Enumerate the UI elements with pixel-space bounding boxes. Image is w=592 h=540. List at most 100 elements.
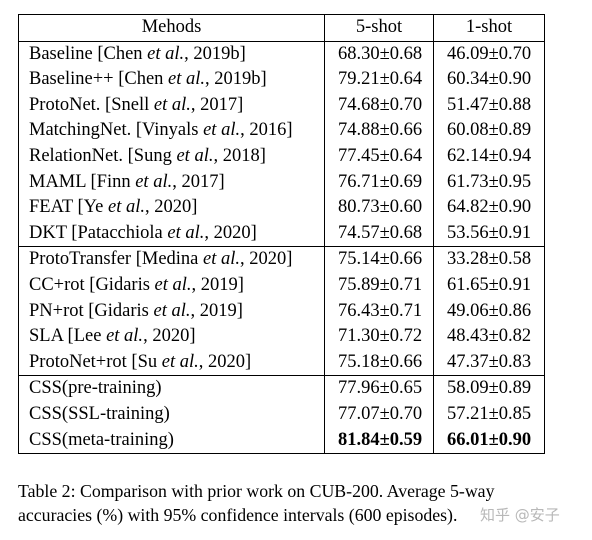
one-shot-cell: 64.82±0.90 xyxy=(433,195,545,221)
table-row: CSS(pre-training) 77.96±0.65 58.09±0.89 xyxy=(18,375,545,402)
table-row: Baseline++ [Chen et al., 2019b] 79.21±0.6… xyxy=(18,67,545,93)
method-em: et al. xyxy=(154,274,192,295)
table-row: ProtoNet. [Snell et al., 2017] 74.68±0.70… xyxy=(18,92,545,119)
method-cell: PN+rot [Gidaris et al., 2019] xyxy=(18,298,325,325)
table-row: DKT [Patacchiola et al., 2020] 74.57±0.68… xyxy=(18,220,545,247)
five-shot-cell: 80.73±0.60 xyxy=(324,195,434,221)
method-em: et al. xyxy=(106,326,144,347)
method-post: , 2019b] xyxy=(205,69,267,90)
five-shot-cell: 79.21±0.64 xyxy=(324,67,434,93)
method-cell: MatchingNet. [Vinyals et al., 2016] xyxy=(18,118,325,144)
table-row: RelationNet. [Sung et al., 2018] 77.45±0.… xyxy=(18,143,545,170)
table-row: FEAT [Ye et al., 2020] 80.73±0.60 64.82±0.… xyxy=(18,195,545,221)
table-row: ProtoNet+rot [Su et al., 2020] 75.18±0.66… xyxy=(18,349,545,376)
method-post: , 2020] xyxy=(143,326,196,347)
table-caption: Table 2: Comparison with prior work on C… xyxy=(18,479,583,527)
method-em: et al. xyxy=(108,197,145,218)
table-row: PN+rot [Gidaris et al., 2019] 76.43±0.71 4… xyxy=(18,298,545,325)
method-pre: Baseline [Chen xyxy=(29,43,148,64)
method-cell: SLA [Lee et al., 2020] xyxy=(18,324,325,350)
five-shot-cell: 77.45±0.64 xyxy=(324,143,434,170)
caption-line-1: Table 2: Comparison with prior work on C… xyxy=(18,481,495,501)
method-post: , 2020] xyxy=(198,351,252,372)
one-shot-cell: 57.21±0.85 xyxy=(433,401,545,428)
method-cell: Baseline [Chen et al., 2019b] xyxy=(18,41,325,68)
one-shot-cell: 33.28±0.58 xyxy=(433,246,545,273)
five-shot-cell: 68.30±0.68 xyxy=(324,41,434,68)
one-shot-cell: 58.09±0.89 xyxy=(433,375,545,402)
method-post: , 2020] xyxy=(240,249,293,270)
five-shot-cell: 71.30±0.72 xyxy=(324,324,434,350)
one-shot-cell: 48.43±0.82 xyxy=(433,324,545,350)
five-shot-cell: 76.71±0.69 xyxy=(324,169,434,196)
one-shot-cell: 49.06±0.86 xyxy=(433,298,545,325)
method-pre: MAML [Finn xyxy=(29,171,136,192)
header-5-shot: 5-shot xyxy=(324,14,434,42)
five-shot-cell: 77.07±0.70 xyxy=(324,401,434,428)
one-shot-cell: 46.09±0.70 xyxy=(433,41,545,68)
header-row: Mehods 5-shot 1-shot xyxy=(18,14,545,42)
method-post: , 2016] xyxy=(240,120,293,141)
method-cell: CC+rot [Gidaris et al., 2019] xyxy=(18,272,325,299)
header-methods: Mehods xyxy=(18,14,325,42)
five-shot-cell: 75.18±0.66 xyxy=(324,349,434,376)
five-shot-cell: 74.88±0.66 xyxy=(324,118,434,144)
method-pre: CSS(pre-training) xyxy=(29,378,162,399)
method-post: , 2019] xyxy=(190,300,243,321)
table-body: Baseline [Chen et al., 2019b] 68.30±0.68 4… xyxy=(18,41,545,455)
method-em: et al. xyxy=(176,145,214,166)
method-em: et al. xyxy=(203,249,241,270)
method-em: et al. xyxy=(168,69,206,90)
method-cell: RelationNet. [Sung et al., 2018] xyxy=(18,143,325,170)
one-shot-cell: 62.14±0.94 xyxy=(433,143,545,170)
one-shot-cell: 61.65±0.91 xyxy=(433,272,545,299)
method-post: , 2019] xyxy=(191,274,244,295)
method-post: , 2017] xyxy=(190,94,244,115)
method-post: , 2018] xyxy=(213,145,266,166)
method-post: , 2020] xyxy=(204,222,257,243)
method-post: , 2019b] xyxy=(184,43,246,64)
five-shot-cell: 74.68±0.70 xyxy=(324,92,434,119)
method-em: et al. xyxy=(135,171,173,192)
one-shot-cell: 47.37±0.83 xyxy=(433,349,545,376)
five-shot-cell: 75.14±0.66 xyxy=(324,246,434,273)
method-cell: ProtoTransfer [Medina et al., 2020] xyxy=(18,246,325,273)
method-em: et al. xyxy=(161,351,199,372)
method-pre: ProtoTransfer [Medina xyxy=(29,249,204,270)
table-row: ProtoTransfer [Medina et al., 2020] 75.14… xyxy=(18,246,545,273)
method-cell: CSS(meta-training) xyxy=(18,427,325,455)
one-shot-cell: 53.56±0.91 xyxy=(433,220,545,247)
method-cell: ProtoNet. [Snell et al., 2017] xyxy=(18,92,325,119)
method-cell: CSS(pre-training) xyxy=(18,375,325,402)
caption-line-2: accuracies (%) with 95% confidence inter… xyxy=(18,505,458,525)
table-row: CC+rot [Gidaris et al., 2019] 75.89±0.71 6… xyxy=(18,272,545,299)
method-em: et al. xyxy=(153,300,191,321)
method-em: et al. xyxy=(167,222,205,243)
method-post: , 2017] xyxy=(172,171,225,192)
method-cell: MAML [Finn et al., 2017] xyxy=(18,169,325,196)
table-row: CSS(meta-training) 81.84±0.59 66.01±0.90 xyxy=(18,427,545,455)
five-shot-cell: 74.57±0.68 xyxy=(324,220,434,247)
table-row: CSS(SSL-training) 77.07±0.70 57.21±0.85 xyxy=(18,401,545,428)
method-post: , 2020] xyxy=(145,197,198,218)
method-pre: CC+rot [Gidaris xyxy=(29,274,155,295)
one-shot-cell: 66.01±0.90 xyxy=(433,427,545,455)
method-em: et al. xyxy=(153,94,191,115)
method-pre: MatchingNet. [Vinyals xyxy=(29,120,204,141)
table-row: Baseline [Chen et al., 2019b] 68.30±0.68 4… xyxy=(18,41,545,68)
five-shot-cell: 77.96±0.65 xyxy=(324,375,434,402)
method-pre: CSS(SSL-training) xyxy=(29,403,170,424)
method-pre: ProtoNet. [Snell xyxy=(29,94,154,115)
five-shot-cell: 81.84±0.59 xyxy=(324,427,434,455)
method-pre: FEAT [Ye xyxy=(29,197,108,218)
method-pre: ProtoNet+rot [Su xyxy=(29,351,162,372)
results-table: Mehods 5-shot 1-shot Baseline [Chen et a… xyxy=(18,14,545,455)
table-row: MAML [Finn et al., 2017] 76.71±0.69 61.73±… xyxy=(18,169,545,196)
method-pre: DKT [Patacchiola xyxy=(29,222,168,243)
header-1-shot: 1-shot xyxy=(433,14,545,42)
method-pre: CSS(meta-training) xyxy=(29,429,174,450)
five-shot-cell: 75.89±0.71 xyxy=(324,272,434,299)
table-row: SLA [Lee et al., 2020] 71.30±0.72 48.43±0.… xyxy=(18,324,545,350)
watermark: 知乎 @安子 xyxy=(480,506,560,524)
method-cell: FEAT [Ye et al., 2020] xyxy=(18,195,325,221)
